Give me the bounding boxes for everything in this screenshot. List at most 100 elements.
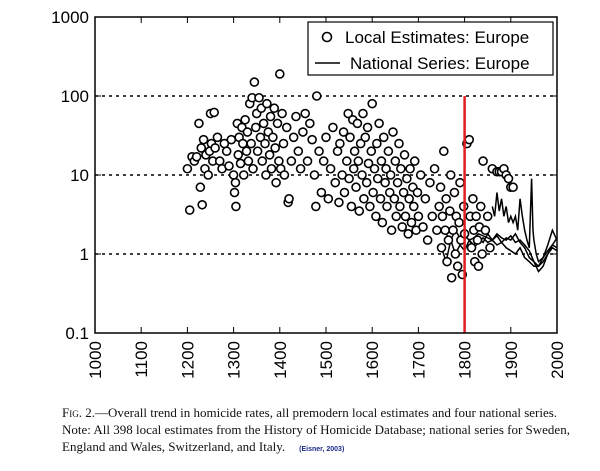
local-estimate-point bbox=[343, 108, 353, 119]
local-estimate-point bbox=[475, 201, 486, 212]
local-estimate-point bbox=[341, 156, 352, 166]
local-estimate-point bbox=[352, 118, 363, 129]
local-estimate-point bbox=[300, 108, 311, 119]
local-estimate-point bbox=[316, 187, 327, 198]
local-estimate-point bbox=[400, 211, 411, 222]
local-estimate-point bbox=[325, 163, 336, 174]
legend-label-local: Local Estimates: Europe bbox=[345, 28, 529, 47]
local-estimate-point bbox=[334, 197, 344, 208]
caption-figure-label: Fig. 2. bbox=[62, 405, 95, 420]
local-estimate-point bbox=[391, 211, 402, 222]
local-estimate-point bbox=[464, 134, 475, 145]
local-estimate-point bbox=[440, 225, 450, 236]
local-estimate-point bbox=[353, 156, 364, 166]
local-estimate-point bbox=[284, 193, 294, 204]
local-estimate-point bbox=[230, 177, 241, 188]
local-estimate-point bbox=[384, 187, 395, 198]
local-estimate-point bbox=[302, 156, 313, 166]
local-estimate-point bbox=[357, 170, 367, 180]
local-estimate-point bbox=[274, 156, 284, 166]
local-estimate-point bbox=[450, 249, 461, 259]
local-estimate-point bbox=[254, 92, 264, 103]
local-estimate-point bbox=[436, 242, 447, 253]
local-estimate-point bbox=[328, 122, 338, 133]
local-estimate-point bbox=[420, 193, 431, 204]
local-estimate-point bbox=[242, 127, 253, 137]
local-estimate-point bbox=[235, 158, 246, 169]
local-estimate-point bbox=[224, 161, 234, 171]
local-estimate-point bbox=[355, 138, 366, 149]
local-estimate-point bbox=[269, 103, 280, 114]
local-estimate-point bbox=[434, 201, 444, 212]
local-estimate-point bbox=[354, 206, 365, 216]
local-estimate-point bbox=[372, 138, 382, 149]
x-tick-label: 1400 bbox=[271, 341, 290, 379]
local-estimate-point bbox=[335, 138, 345, 149]
local-estimate-point bbox=[422, 235, 433, 245]
local-estimate-point bbox=[376, 156, 387, 166]
local-estimate-point bbox=[375, 193, 386, 204]
local-estimate-point bbox=[228, 170, 239, 180]
local-estimate-point bbox=[210, 143, 220, 153]
local-estimate-point bbox=[249, 77, 260, 87]
local-estimate-point bbox=[454, 217, 464, 228]
local-estimate-point bbox=[311, 201, 321, 212]
local-estimate-point bbox=[382, 201, 392, 212]
local-estimate-point bbox=[455, 177, 465, 188]
local-estimate-point bbox=[432, 225, 442, 236]
local-estimate-point bbox=[383, 146, 394, 157]
local-estimate-point bbox=[323, 193, 334, 204]
legend-marker-local bbox=[321, 31, 333, 43]
local-estimate-point bbox=[195, 182, 206, 193]
local-estimate-point bbox=[437, 211, 448, 222]
local-estimate-point bbox=[233, 150, 244, 160]
local-estimate-point bbox=[231, 201, 241, 212]
local-estimate-point bbox=[250, 122, 261, 133]
local-estimate-point bbox=[255, 132, 266, 143]
plot-frame bbox=[94, 16, 558, 334]
local-estimate-point bbox=[221, 146, 232, 157]
local-estimate-point bbox=[363, 158, 374, 169]
local-estimate-point bbox=[191, 151, 202, 162]
local-estimate-point bbox=[309, 170, 320, 180]
y-tick-label: 1 bbox=[80, 245, 89, 264]
local-estimate-point bbox=[381, 163, 391, 174]
figure-caption: Fig. 2.—Overall trend in homicide rates,… bbox=[62, 404, 572, 458]
local-estimate-point bbox=[472, 235, 483, 245]
local-estimate-point bbox=[448, 225, 458, 236]
local-estimate-point bbox=[359, 193, 369, 204]
local-estimate-point bbox=[415, 170, 426, 180]
local-estimate-point bbox=[238, 170, 249, 180]
local-estimate-point bbox=[466, 242, 477, 253]
y-tick-label: 10 bbox=[70, 166, 89, 185]
local-estimate-point bbox=[445, 170, 456, 180]
local-estimate-point bbox=[396, 163, 406, 174]
local-estimate-point bbox=[388, 127, 398, 137]
local-estimate-point bbox=[480, 225, 491, 236]
x-tick-label: 1200 bbox=[178, 341, 197, 379]
local-estimate-point bbox=[477, 249, 487, 259]
local-estimate-point bbox=[361, 177, 372, 188]
local-estimate-point bbox=[295, 163, 306, 174]
local-estimate-point bbox=[182, 163, 193, 174]
local-estimate-point bbox=[307, 134, 317, 145]
local-estimate-point bbox=[194, 118, 204, 129]
local-estimate-point bbox=[209, 107, 219, 118]
local-estimate-point bbox=[321, 132, 331, 143]
local-estimate-point bbox=[406, 217, 417, 228]
local-estimate-point bbox=[279, 170, 290, 180]
local-estimate-point bbox=[197, 199, 207, 210]
local-estimate-point bbox=[351, 182, 361, 193]
local-estimate-point bbox=[371, 211, 381, 222]
local-estimate-point bbox=[408, 201, 419, 212]
x-tick-label: 1900 bbox=[502, 341, 521, 379]
local-estimate-point bbox=[508, 182, 518, 193]
local-estimate-point bbox=[332, 146, 343, 157]
local-estimate-point bbox=[241, 146, 252, 157]
y-tick-label: 0.1 bbox=[65, 324, 89, 343]
local-estimate-point bbox=[240, 114, 250, 125]
local-estimate-point bbox=[446, 272, 457, 283]
local-estimate-point bbox=[392, 177, 403, 188]
x-tick-label: 1000 bbox=[86, 341, 105, 379]
